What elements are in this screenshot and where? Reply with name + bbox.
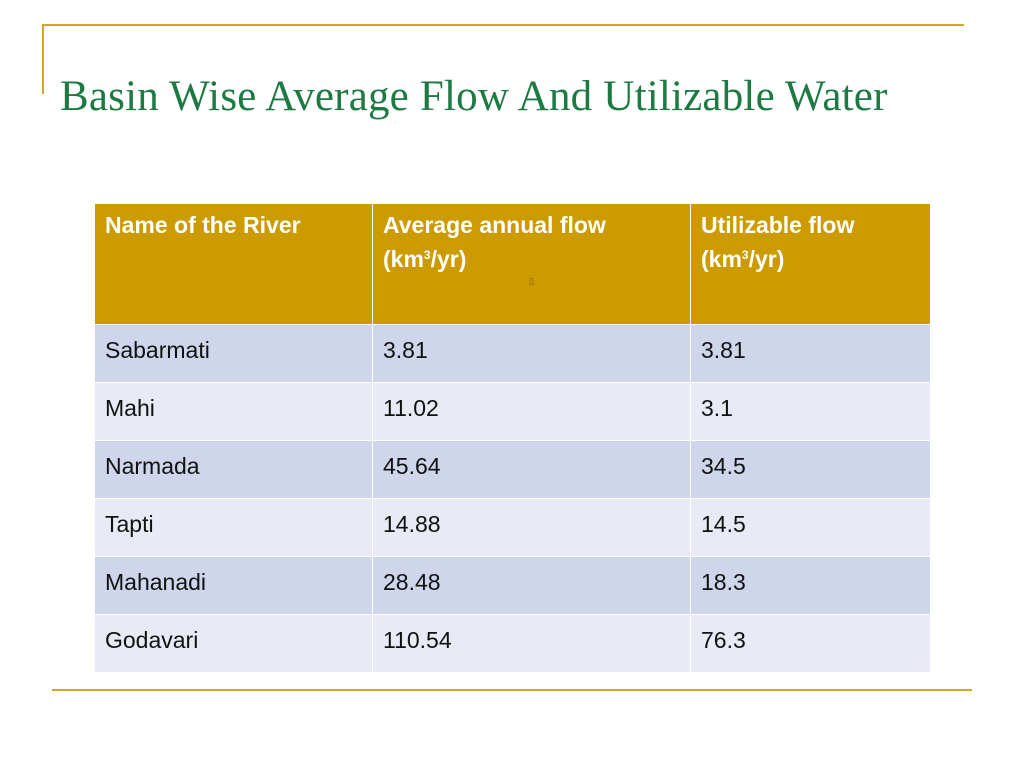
average-flow-cell: 110.54: [372, 614, 691, 673]
river-flow-table: Name of the River Average annual flow (k…: [94, 203, 931, 673]
utilizable-flow-cell: 3.81: [690, 324, 931, 383]
average-flow-cell: 14.88: [372, 498, 691, 557]
utilizable-flow-cell: 18.3: [690, 556, 931, 615]
average-flow-cell: 11.02: [372, 382, 691, 441]
header-unit: (km3/yr): [383, 246, 467, 272]
table-header-row: Name of the River Average annual flow (k…: [94, 203, 931, 325]
table-row: Mahi 11.02 3.1: [94, 382, 931, 441]
bottom-rule: [52, 689, 972, 691]
table-row: Tapti 14.88 14.5: [94, 498, 931, 557]
table-row: Sabarmati 3.81 3.81: [94, 324, 931, 383]
header-river-name: Name of the River: [94, 203, 373, 325]
utilizable-flow-cell: 3.1: [690, 382, 931, 441]
average-flow-cell: 3.81: [372, 324, 691, 383]
top-rule: [42, 24, 964, 26]
average-flow-cell: 45.64: [372, 440, 691, 499]
river-name-cell: Mahanadi: [94, 556, 373, 615]
header-unit: (km3/yr): [701, 246, 785, 272]
river-name-cell: Sabarmati: [94, 324, 373, 383]
header-average-annual-flow: Average annual flow (km3/yr) ▯: [372, 203, 691, 325]
utilizable-flow-cell: 76.3: [690, 614, 931, 673]
table-row: Godavari 110.54 76.3: [94, 614, 931, 673]
river-name-cell: Godavari: [94, 614, 373, 673]
slide-title: Basin Wise Average Flow And Utilizable W…: [60, 73, 888, 120]
river-name-cell: Narmada: [94, 440, 373, 499]
cursor-mark-icon: ▯: [529, 276, 534, 286]
table-row: Mahanadi 28.48 18.3: [94, 556, 931, 615]
left-rule: [42, 24, 44, 94]
utilizable-flow-cell: 14.5: [690, 498, 931, 557]
table-row: Narmada 45.64 34.5: [94, 440, 931, 499]
header-utilizable-flow: Utilizable flow (km3/yr): [690, 203, 931, 325]
average-flow-cell: 28.48: [372, 556, 691, 615]
river-name-cell: Mahi: [94, 382, 373, 441]
utilizable-flow-cell: 34.5: [690, 440, 931, 499]
river-name-cell: Tapti: [94, 498, 373, 557]
